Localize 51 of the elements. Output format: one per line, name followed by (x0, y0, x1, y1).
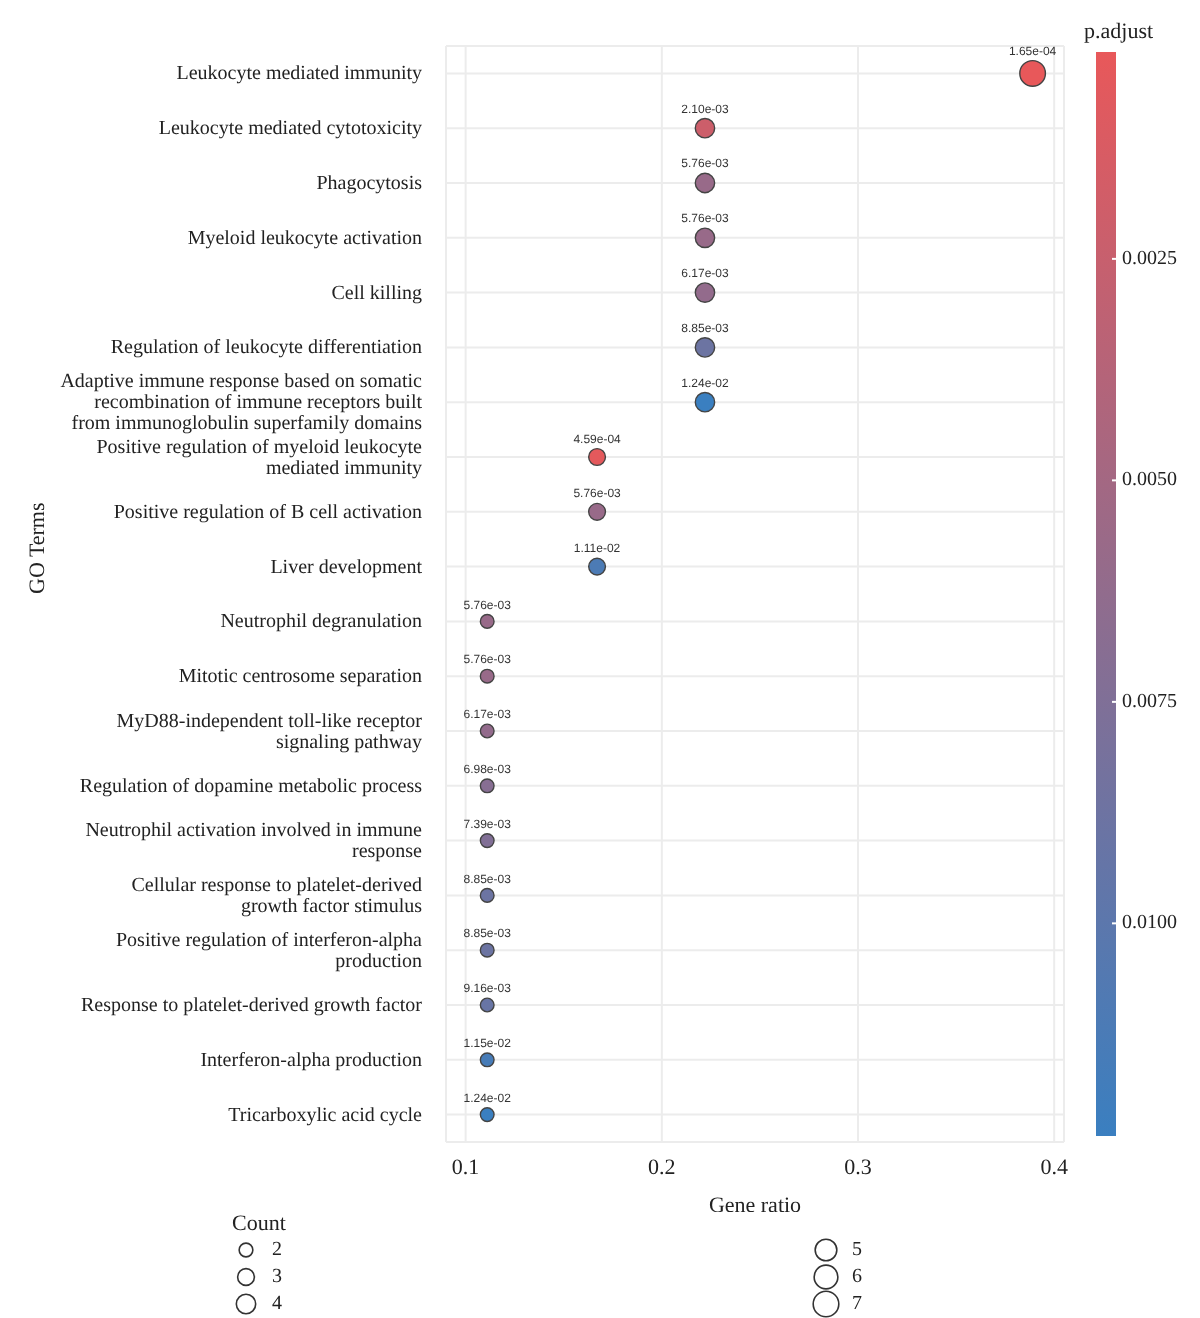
point (479, 723, 495, 739)
point (587, 447, 607, 467)
x-tick-label: 0.2 (648, 1155, 676, 1180)
x-tick-label: 0.1 (451, 1155, 480, 1180)
y-axis-title: GO Terms (25, 502, 50, 594)
y-tick-label: Positive regulation of myeloid leukocyte mediated immunity (96, 435, 424, 479)
y-tick-label: Leukocyte mediated immunity (176, 62, 422, 85)
y-tick-label: Positive regulation of B cell activation (113, 500, 422, 523)
x-tick-label: 0.3 (844, 1155, 873, 1180)
y-tick-label: Interferon-alpha production (200, 1048, 422, 1071)
y-tick-label: Cellular response to platelet-derived growth factor stimulus (131, 873, 423, 917)
point (479, 997, 495, 1013)
color-bar-label: 0.0100 (1122, 912, 1177, 935)
point (479, 942, 495, 958)
legend-label: 2 (272, 1239, 282, 1261)
legend-label: 3 (272, 1266, 282, 1288)
color-bar-label: 0.0025 (1122, 247, 1177, 270)
point (479, 668, 495, 684)
point (479, 887, 495, 903)
y-tick-label: MyD88-independent toll-like receptor signaling pathway (116, 709, 424, 753)
x-axis-title: Gene ratio (708, 1194, 803, 1218)
point (587, 502, 607, 521)
y-tick-label: Liver development (270, 555, 423, 578)
legend-label: 4 (272, 1293, 282, 1315)
y-tick-label: Mitotic centrosome separation (178, 665, 422, 688)
y-tick-label: Adaptive immune response based on somatic recombination of immune receptors built from immunoglobulin superfamily domains (60, 370, 424, 435)
y-tick-label: Response to platelet-derived growth factor (81, 994, 424, 1016)
color-bar-title: p.adjust (1084, 20, 1154, 44)
y-tick-label: Myeloid leukocyte activation (187, 226, 422, 249)
legend-label: 6 (852, 1266, 862, 1288)
color-bar-label: 0.0050 (1122, 469, 1177, 492)
y-tick-label: Tricarboxylic acid cycle (228, 1103, 424, 1126)
y-tick-label: Leukocyte mediated cytotoxicity (158, 117, 422, 140)
point (587, 557, 607, 576)
y-tick-label: Phagocytosis (316, 172, 423, 194)
point (479, 613, 495, 629)
legend-label: 7 (852, 1293, 862, 1315)
y-tick-label: Regulation of dopamine metabolic process (79, 774, 423, 797)
point (479, 1052, 495, 1068)
y-tick-label: Neutrophil degranulation (220, 610, 422, 633)
y-tick-label: Positive regulation of interferon-alpha production (115, 928, 424, 972)
point (479, 1107, 495, 1123)
point (479, 778, 495, 794)
y-tick-label: Neutrophil activation involved in immune response (85, 819, 424, 863)
y-tick-label: Regulation of leukocyte differentiation (110, 336, 422, 359)
y-tick-label: Cell killing (331, 281, 422, 304)
legend-label: 5 (852, 1239, 862, 1261)
color-bar-label: 0.0075 (1122, 690, 1177, 713)
x-tick-label: 0.4 (1040, 1155, 1069, 1180)
point (479, 833, 495, 849)
legend-title: Count (232, 1212, 286, 1236)
